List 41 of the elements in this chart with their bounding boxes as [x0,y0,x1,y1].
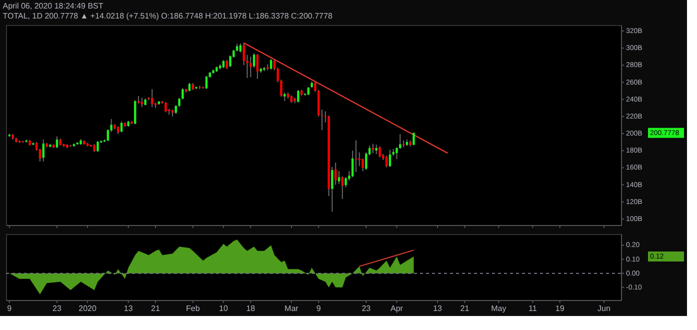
x-tick-label: 13 [433,304,443,313]
candlestick [256,54,259,80]
x-tick-label: 21 [151,304,160,313]
candlestick [140,97,144,108]
candlestick [399,134,402,150]
x-tick-label: Apr [390,304,404,313]
candlestick [150,88,154,108]
candlestick [412,132,415,146]
x-tick-label: 10 [219,304,228,313]
x-tick-label: 2020 [78,304,97,313]
x-tick-label: 13 [124,304,134,313]
candlestick [164,101,167,113]
candlestick [354,140,358,173]
candlestick [372,143,374,154]
x-tick-label: 9 [7,304,12,313]
x-tick-label: 19 [555,304,565,313]
x-tick-label: 21 [460,304,470,313]
candlestick [297,89,300,103]
x-tick-label: Feb [186,304,200,313]
text: TOTAL, 1D 200.7778 ▲ +14.0218 (+7.51%) O:186.7748 H:201.1978 L:186.3378 C:200.7778 [2,12,333,20]
x-tick-label: 11 [528,304,538,313]
candlestick [134,100,136,125]
candlestick [96,140,99,152]
x-tick-label: 23 [52,304,62,313]
candlestick [205,75,208,90]
x-tick-label: Mar [284,304,299,313]
x-tick-label: May [491,304,506,313]
x-tick-label: 9 [316,304,322,313]
x-tick-label: 18 [246,304,256,313]
candlestick [56,136,58,149]
x-tick-label: 23 [362,304,372,313]
candlestick [331,166,334,212]
candlestick [270,58,272,70]
candlestick [250,56,252,78]
candlestick [375,144,378,155]
text: April 06, 2020 18:24:49 BST [2,2,104,10]
candlestick [338,170,340,184]
candlestick [378,146,381,158]
candlestick [252,52,256,68]
x-tick-label: Jun [598,304,610,313]
candlestick [351,150,354,178]
